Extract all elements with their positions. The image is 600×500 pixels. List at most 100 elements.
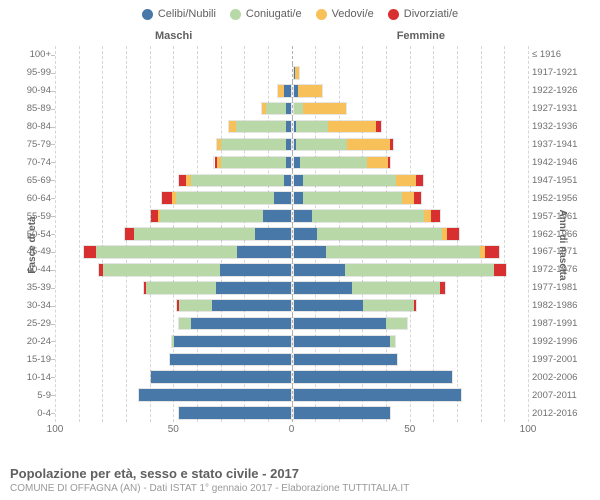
chart-area: Fasce di età Anni di nascita 100+≤ 19169… — [0, 46, 600, 444]
age-label: 30-34 — [15, 300, 51, 311]
female-bar — [293, 370, 453, 384]
pyramid-row: 10-142002-2006 — [55, 368, 528, 386]
age-label: 60-64 — [15, 193, 51, 204]
pyramid-row: 85-891927-1931 — [55, 100, 528, 118]
female-bar — [293, 317, 408, 331]
age-label: 40-44 — [15, 264, 51, 275]
male-bar — [216, 138, 292, 152]
birth-label: 1967-1971 — [532, 246, 588, 257]
birth-label: 1962-1966 — [532, 229, 588, 240]
pyramid-row: 25-291987-1991 — [55, 315, 528, 333]
birth-label: 1942-1946 — [532, 157, 588, 168]
age-label: 0-4 — [15, 408, 51, 419]
male-bar — [178, 174, 292, 188]
male-bar — [178, 406, 292, 420]
male-bar — [143, 281, 292, 295]
pyramid-row: 80-841932-1936 — [55, 118, 528, 136]
birth-label: 1972-1976 — [532, 264, 588, 275]
legend-label: Divorziati/e — [404, 8, 458, 20]
female-bar — [293, 84, 324, 98]
chart-title: Popolazione per età, sesso e stato civil… — [10, 466, 409, 481]
x-axis: 10050050100 — [55, 424, 528, 444]
birth-label: 1982-1986 — [532, 300, 588, 311]
age-label: 95-99 — [15, 67, 51, 78]
birth-label: 1997-2001 — [532, 354, 588, 365]
birth-label: 1917-1921 — [532, 67, 588, 78]
chart-subtitle: COMUNE DI OFFAGNA (AN) - Dati ISTAT 1° g… — [10, 483, 409, 494]
birth-label: 1992-1996 — [532, 336, 588, 347]
birth-label: 1947-1951 — [532, 175, 588, 186]
male-bar — [261, 102, 292, 116]
female-bar — [293, 263, 507, 277]
pyramid-row: 70-741942-1946 — [55, 153, 528, 171]
pyramid-row: 40-441972-1976 — [55, 261, 528, 279]
legend-item: Coniugati/e — [230, 8, 302, 20]
gender-left-label: Maschi — [155, 30, 192, 42]
birth-label: 1977-1981 — [532, 282, 588, 293]
male-bar — [178, 317, 292, 331]
birth-label: 1932-1936 — [532, 121, 588, 132]
male-bar — [150, 209, 292, 223]
legend-dot — [142, 9, 153, 20]
pyramid-row: 65-691947-1951 — [55, 171, 528, 189]
female-bar — [293, 227, 460, 241]
x-tick: 50 — [404, 424, 415, 435]
male-bar — [169, 353, 292, 367]
female-bar — [293, 281, 446, 295]
female-bar — [293, 406, 392, 420]
legend-dot — [388, 9, 399, 20]
female-bar — [293, 174, 425, 188]
age-label: 10-14 — [15, 372, 51, 383]
pyramid-row: 0-42012-2016 — [55, 404, 528, 422]
pyramid-row: 100+≤ 1916 — [55, 46, 528, 64]
pyramid-row: 30-341982-1986 — [55, 297, 528, 315]
male-bar — [98, 263, 292, 277]
age-label: 50-54 — [15, 229, 51, 240]
legend-dot — [230, 9, 241, 20]
female-bar — [293, 120, 382, 134]
birth-label: 1987-1991 — [532, 318, 588, 329]
age-label: 80-84 — [15, 121, 51, 132]
legend-dot — [316, 9, 327, 20]
male-bar — [213, 156, 291, 170]
gender-labels: Maschi Femmine — [60, 30, 540, 42]
male-bar — [161, 191, 291, 205]
x-tick: 50 — [168, 424, 179, 435]
legend-label: Celibi/Nubili — [158, 8, 216, 20]
legend-item: Celibi/Nubili — [142, 8, 216, 20]
age-label: 15-19 — [15, 354, 51, 365]
male-bar — [138, 388, 292, 402]
male-bar — [277, 84, 291, 98]
age-label: 45-49 — [15, 246, 51, 257]
x-tick: 0 — [289, 424, 295, 435]
male-bar — [83, 245, 291, 259]
male-bar — [150, 370, 292, 384]
birth-label: ≤ 1916 — [532, 49, 588, 60]
birth-label: 1957-1961 — [532, 211, 588, 222]
x-tick: 100 — [520, 424, 537, 435]
female-bar — [293, 388, 463, 402]
plot-area: 100+≤ 191695-991917-192190-941922-192685… — [55, 46, 528, 422]
age-label: 5-9 — [15, 390, 51, 401]
age-label: 35-39 — [15, 282, 51, 293]
pyramid-row: 50-541962-1966 — [55, 225, 528, 243]
pyramid-rows: 100+≤ 191695-991917-192190-941922-192685… — [55, 46, 528, 422]
female-bar — [293, 191, 423, 205]
age-label: 100+ — [15, 49, 51, 60]
legend-item: Divorziati/e — [388, 8, 458, 20]
age-label: 65-69 — [15, 175, 51, 186]
age-label: 20-24 — [15, 336, 51, 347]
pyramid-row: 75-791937-1941 — [55, 136, 528, 154]
male-bar — [124, 227, 292, 241]
female-bar — [293, 335, 397, 349]
age-label: 25-29 — [15, 318, 51, 329]
female-bar — [293, 353, 399, 367]
age-label: 90-94 — [15, 85, 51, 96]
legend-label: Vedovi/e — [332, 8, 374, 20]
pyramid-row: 15-191997-2001 — [55, 350, 528, 368]
age-label: 85-89 — [15, 103, 51, 114]
age-label: 55-59 — [15, 211, 51, 222]
birth-label: 2012-2016 — [532, 408, 588, 419]
birth-label: 2007-2011 — [532, 390, 588, 401]
male-bar — [171, 335, 292, 349]
